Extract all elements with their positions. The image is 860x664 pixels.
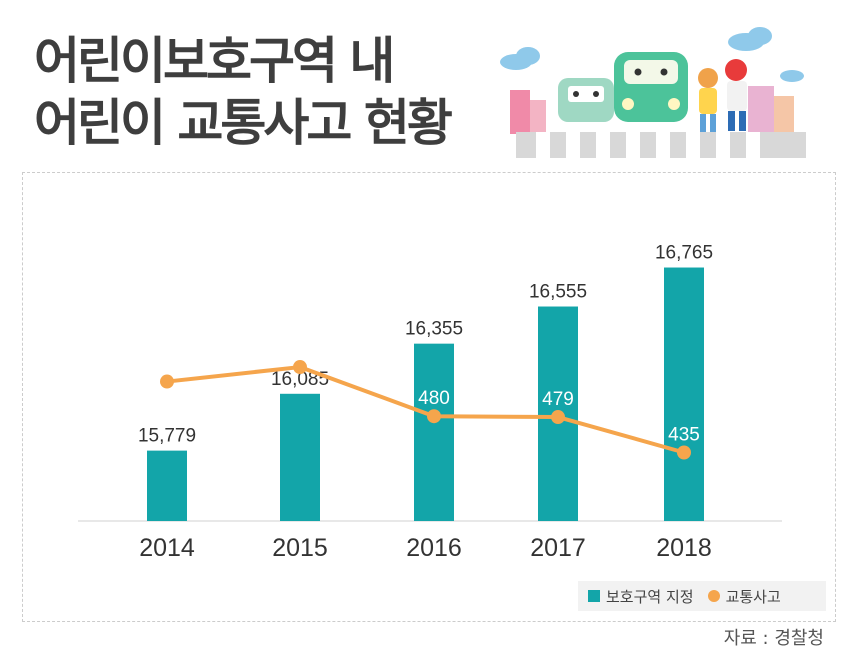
x-tick-label-2015: 2015 (272, 534, 328, 562)
line-value-label-2017: 479 (542, 389, 574, 410)
line-value-label-2014: 523 (151, 354, 183, 375)
bar-2016 (414, 343, 454, 521)
bar-2015 (280, 393, 320, 521)
line-point-2015 (293, 360, 307, 375)
line-point-2016 (427, 409, 441, 424)
legend-item-line: 교통사고 (707, 586, 781, 607)
children-crossing-illustration (500, 27, 806, 158)
line-point-2018 (677, 445, 691, 460)
x-tick-label-2014: 2014 (139, 534, 195, 562)
legend: 보호구역 지정 교통사고 (578, 581, 826, 611)
title-line-2: 어린이 교통사고 현황 (34, 94, 453, 152)
legend-item-bars: 보호구역 지정 (588, 586, 694, 607)
legend-swatch-line (707, 590, 720, 602)
legend-swatch-bars (588, 590, 600, 602)
bar-2014 (147, 450, 187, 521)
title-line-1: 어린이보호구역 내 (34, 32, 395, 90)
legend-label-bars: 보호구역 지정 (606, 587, 694, 606)
x-tick-label-2017: 2017 (530, 534, 586, 562)
x-tick-label-2016: 2016 (406, 534, 462, 562)
line-point-2014 (160, 374, 174, 389)
chart-title: 어린이보호구역 내 어린이 교통사고 현황 (34, 30, 453, 154)
bar-2018 (664, 267, 704, 521)
bar-value-label-2017: 16,555 (529, 282, 587, 303)
bar-value-label-2016: 16,355 (405, 319, 463, 340)
line-value-label-2018: 435 (668, 424, 700, 445)
legend-label-line: 교통사고 (725, 587, 781, 606)
line-point-2017 (551, 410, 565, 425)
x-tick-label-2018: 2018 (656, 534, 712, 562)
source-note: 자료 : 경찰청 (723, 628, 824, 649)
chart-frame (22, 172, 836, 622)
line-value-label-2015: 541 (284, 339, 316, 360)
bar-value-label-2014: 15,779 (138, 426, 196, 447)
bar-value-label-2018: 16,765 (655, 243, 713, 264)
line-value-label-2016: 480 (418, 388, 450, 409)
